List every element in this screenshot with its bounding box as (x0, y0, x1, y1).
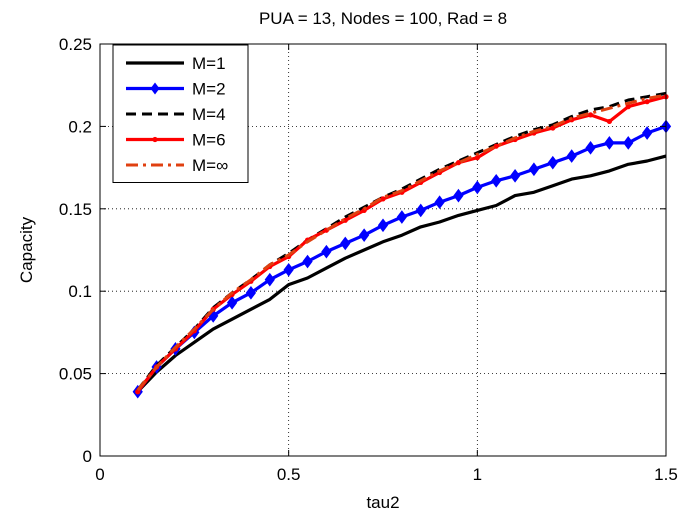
data-point (340, 236, 351, 251)
y-tick-label: 0.2 (68, 117, 92, 136)
x-tick-label: 0 (95, 465, 104, 484)
x-axis-title: tau2 (366, 493, 399, 512)
axes: 0 0.5 1 1.5 0 0.05 0.1 0.15 0.2 0.25 (59, 35, 678, 484)
y-tick-label: 0.15 (59, 200, 92, 219)
legend-label: M=2 (192, 80, 226, 99)
data-point (321, 244, 332, 259)
legend-marker (152, 136, 158, 143)
series-line (136, 154, 667, 393)
legend-label: M=∞ (192, 156, 228, 175)
grid (100, 44, 666, 456)
data-point (623, 136, 634, 150)
legend-entry: M=2 (126, 80, 226, 99)
data-point (377, 218, 389, 233)
plot-frame (99, 43, 667, 457)
legend-label: M=1 (192, 54, 226, 73)
data-point (585, 140, 596, 155)
legend-entry: M=∞ (126, 156, 228, 175)
data-point (587, 112, 594, 118)
x-tick-label: 0.5 (277, 465, 301, 484)
x-tick-label: 1 (473, 465, 482, 484)
series-line (136, 93, 667, 392)
data-point (509, 169, 521, 183)
data-point (606, 118, 613, 125)
data-point (453, 188, 464, 203)
y-tick-label: 0.25 (59, 35, 92, 54)
data-point (245, 286, 257, 300)
data-point (472, 180, 483, 195)
data-point (283, 262, 294, 277)
series-1 (136, 154, 667, 393)
data-point (604, 136, 615, 150)
data-point (455, 160, 462, 166)
data-point (644, 99, 650, 105)
data-point (434, 195, 445, 210)
legend-entry: M=4 (126, 105, 226, 124)
data-point (625, 104, 631, 110)
y-tick-label: 0.05 (59, 365, 92, 384)
data-point (547, 155, 558, 170)
data-point (474, 155, 480, 161)
legend-label: M=4 (192, 105, 226, 124)
legend-entry: M=6 (126, 131, 226, 150)
x-tick-label: 1.5 (654, 465, 678, 484)
data-point (396, 210, 407, 224)
y-tick-label: 0.1 (68, 282, 92, 301)
legend: M=1 M=2 M=4 M=6 M=∞ (112, 44, 249, 183)
data-point (566, 149, 577, 163)
data-point (359, 228, 370, 243)
series-5 (136, 93, 667, 392)
data-point (264, 272, 275, 287)
legend-label: M=6 (192, 131, 226, 150)
data-point (380, 196, 386, 202)
data-point (528, 162, 540, 177)
data-point (642, 126, 653, 140)
data-point (493, 143, 499, 149)
series-group (132, 91, 672, 399)
data-point (226, 295, 238, 310)
y-axis-title: Capacity (17, 216, 36, 283)
data-point (491, 173, 502, 188)
y-tick-label: 0 (83, 447, 92, 466)
legend-entry: M=1 (126, 54, 226, 73)
legend-marker (150, 82, 160, 95)
chart-title: PUA = 13, Nodes = 100, Rad = 8 (259, 9, 507, 28)
data-point (415, 203, 426, 218)
data-point (302, 254, 313, 269)
